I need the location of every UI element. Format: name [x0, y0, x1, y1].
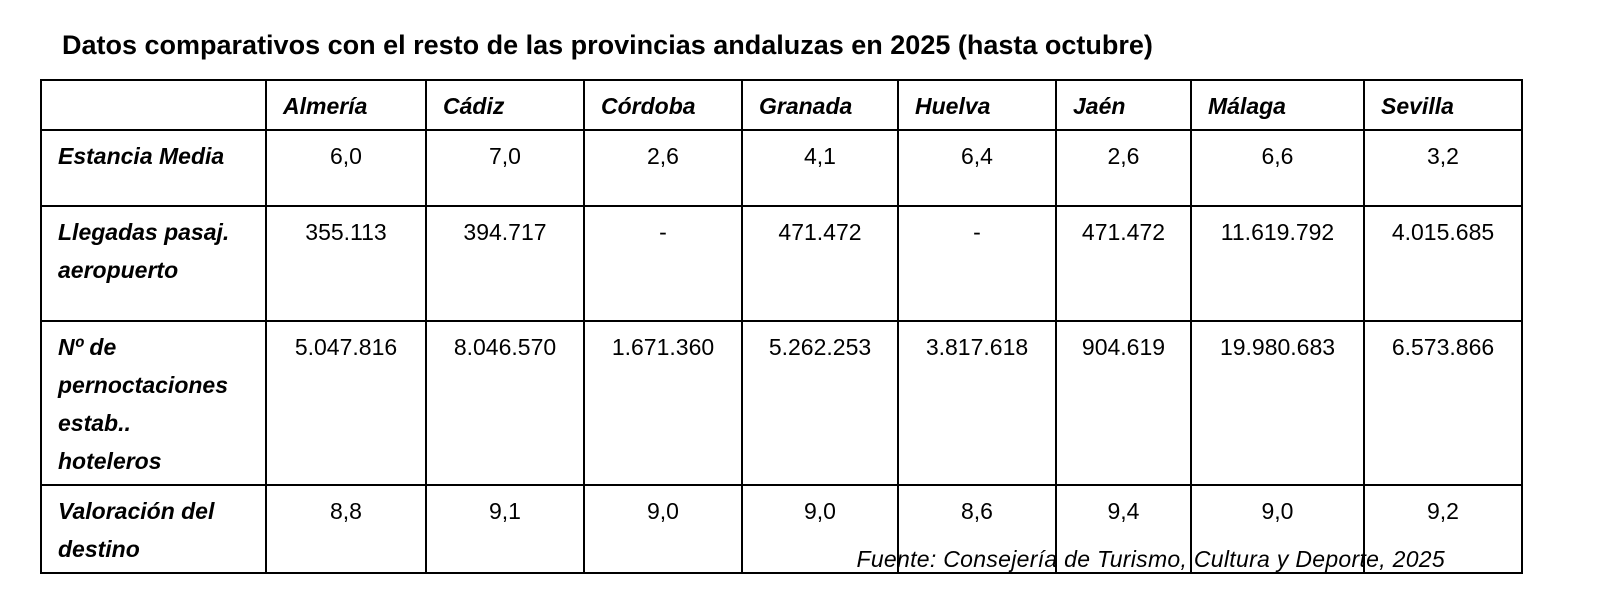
- cell-value: 5.047.816: [265, 320, 427, 486]
- cell-value: 355.113: [265, 205, 427, 322]
- cell-value: 9,2: [1363, 484, 1523, 574]
- table-row: Estancia Media 6,0 7,0 2,6 4,1 6,4 2,6 6,6 3,2: [40, 129, 1523, 207]
- column-header: Almería: [265, 79, 427, 131]
- cell-value: 471.472: [1055, 205, 1192, 322]
- cell-value: 471.472: [741, 205, 899, 322]
- table-row: Nº de pernoctaciones estab.. hoteleros 5.…: [40, 320, 1523, 486]
- cell-value: 7,0: [425, 129, 585, 207]
- cell-value: 9,0: [583, 484, 743, 574]
- cell-value: 904.619: [1055, 320, 1192, 486]
- corner-cell: [40, 79, 267, 131]
- cell-value: 4.015.685: [1363, 205, 1523, 322]
- cell-value: 8,8: [265, 484, 427, 574]
- column-header: Córdoba: [583, 79, 743, 131]
- title: Datos comparativos con el resto de las p…: [62, 30, 1153, 60]
- cell-value: 6,6: [1190, 129, 1365, 207]
- cell-value: 2,6: [1055, 129, 1192, 207]
- cell-value: 1.671.360: [583, 320, 743, 486]
- table-row: Llegadas pasaj. aeropuerto 355.113 394.717…: [40, 205, 1523, 322]
- row-label: Valoración del destino: [40, 484, 267, 574]
- cell-value: 3,2: [1363, 129, 1523, 207]
- cell-value: 8.046.570: [425, 320, 585, 486]
- column-header: Sevilla: [1363, 79, 1523, 131]
- cell-value: 9,1: [425, 484, 585, 574]
- column-header: Cádiz: [425, 79, 585, 131]
- cell-value: 6,4: [897, 129, 1057, 207]
- cell-value: 2,6: [583, 129, 743, 207]
- source-note: Fuente: Consejería de Turismo, Cultura y…: [856, 546, 1445, 572]
- cell-value: 11.619.792: [1190, 205, 1365, 322]
- column-header: Málaga: [1190, 79, 1365, 131]
- cell-value: -: [897, 205, 1057, 322]
- cell-value: 4,1: [741, 129, 899, 207]
- row-label: Llegadas pasaj. aeropuerto: [40, 205, 267, 322]
- row-label: Nº de pernoctaciones estab.. hoteleros: [40, 320, 267, 486]
- cell-value: 6.573.866: [1363, 320, 1523, 486]
- row-label: Estancia Media: [40, 129, 267, 207]
- cell-value: 394.717: [425, 205, 585, 322]
- column-header: Huelva: [897, 79, 1057, 131]
- cell-value: 9,0: [1190, 484, 1365, 574]
- header-row: Almería Cádiz Córdoba Granada Huelva Jaén Mála…: [40, 79, 1523, 131]
- cell-value: 19.980.683: [1190, 320, 1365, 486]
- cell-value: 3.817.618: [897, 320, 1057, 486]
- cell-value: 6,0: [265, 129, 427, 207]
- table-row: Valoración del destino 8,8 9,1 9,0 9,0 8,6 9,4…: [40, 484, 1523, 574]
- column-header: Granada: [741, 79, 899, 131]
- column-header: Jaén: [1055, 79, 1192, 131]
- cell-value: -: [583, 205, 743, 322]
- cell-value: 8,6: [897, 484, 1057, 574]
- cell-value: 9,0: [741, 484, 899, 574]
- data-table: Almería Cádiz Córdoba Granada Huelva Jaén Mála…: [40, 79, 1523, 574]
- cell-value: 9,4: [1055, 484, 1192, 574]
- cell-value: 5.262.253: [741, 320, 899, 486]
